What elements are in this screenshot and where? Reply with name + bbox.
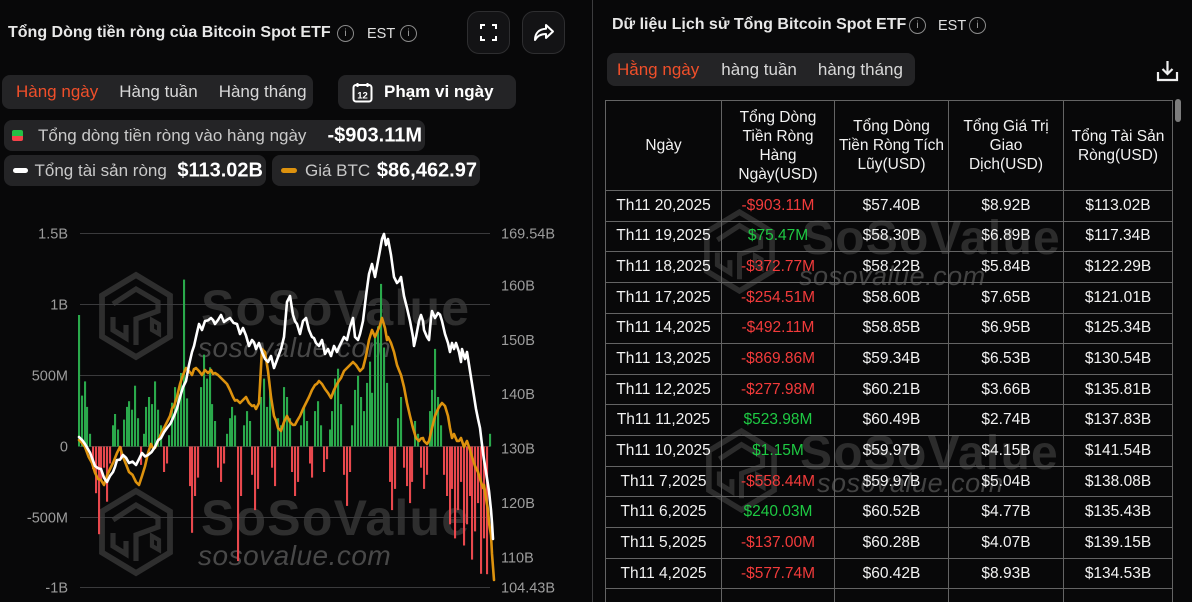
svg-text:150B: 150B [501, 333, 535, 349]
svg-text:120B: 120B [501, 496, 535, 512]
svg-text:110B: 110B [501, 550, 534, 566]
svg-text:12: 12 [357, 90, 368, 101]
svg-text:104.43B: 104.43B [501, 581, 555, 597]
svg-text:sosovalue.com: sosovalue.com [198, 332, 391, 363]
svg-text:169.54B: 169.54B [501, 227, 555, 243]
svg-text:160B: 160B [501, 278, 535, 294]
svg-text:0: 0 [60, 440, 68, 456]
svg-text:-500M: -500M [27, 511, 68, 527]
svg-text:130B: 130B [501, 442, 535, 458]
svg-text:1.5B: 1.5B [38, 227, 68, 243]
svg-text:sosovalue.com: sosovalue.com [198, 540, 391, 571]
svg-text:-1B: -1B [45, 581, 68, 597]
svg-text:500M: 500M [32, 369, 68, 385]
svg-text:140B: 140B [501, 387, 535, 403]
svg-text:1B: 1B [50, 298, 68, 314]
